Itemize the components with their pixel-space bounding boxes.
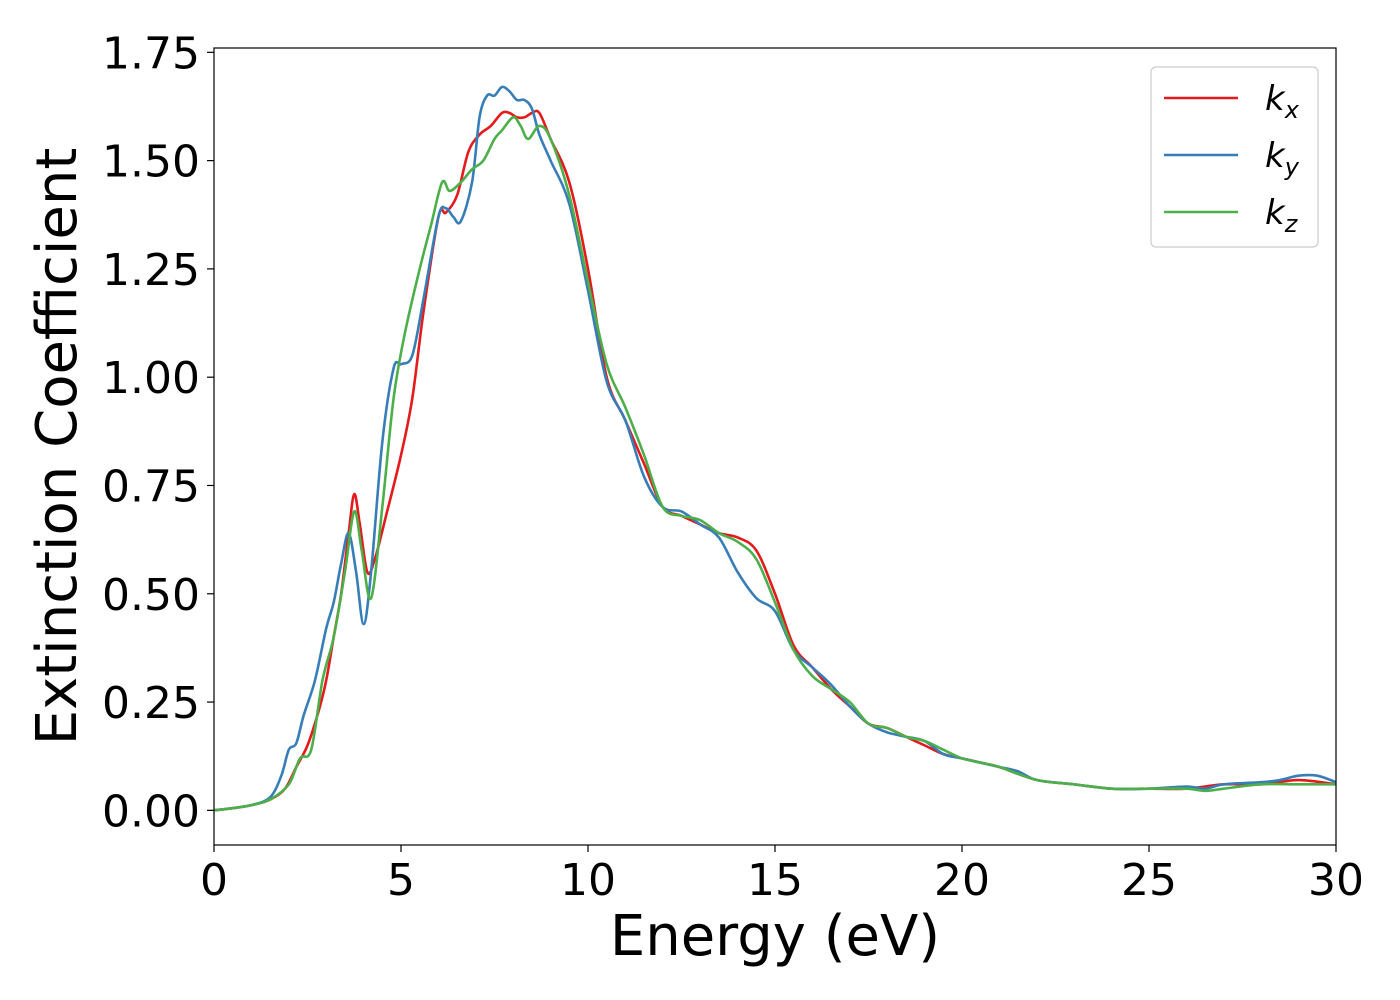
y-axis-ticks: 0.00 0.25 0.50 0.75 1.00 1.25 1.50 1.75 (102, 28, 214, 837)
x-axis-ticks: 0 5 10 15 20 25 30 (200, 845, 1364, 906)
legend-label-kz: kz (1265, 193, 1299, 238)
y-tick-label: 1.50 (102, 137, 200, 188)
y-tick-label: 0.00 (102, 786, 200, 837)
y-axis-label: Extinction Coefficient (25, 148, 90, 746)
legend-box (1150, 66, 1319, 248)
legend-label-ky: ky (1265, 136, 1300, 181)
x-axis-label: Energy (eV) (610, 904, 940, 969)
legend-label-main: k (1265, 79, 1286, 119)
y-tick-label: 0.25 (102, 678, 200, 729)
legend-label-subscript: z (1284, 210, 1299, 238)
x-tick-label: 0 (200, 855, 228, 906)
y-tick-label: 1.25 (102, 245, 200, 296)
x-tick-label: 5 (387, 855, 415, 906)
y-tick-label: 0.75 (102, 461, 200, 512)
x-tick-label: 25 (1121, 855, 1177, 906)
legend-label-subscript: x (1284, 96, 1300, 124)
legend-label-main: k (1265, 136, 1286, 176)
x-tick-label: 30 (1308, 855, 1364, 906)
y-tick-label: 1.75 (102, 28, 200, 79)
x-tick-label: 15 (747, 855, 803, 906)
series-lines (214, 85, 1336, 812)
series-line-kz (214, 115, 1336, 812)
x-tick-label: 20 (934, 855, 990, 906)
y-tick-label: 0.50 (102, 570, 200, 621)
y-tick-label: 1.00 (102, 353, 200, 404)
x-tick-label: 10 (560, 855, 616, 906)
legend-label-main: k (1265, 193, 1286, 233)
legend-label-kx: kx (1265, 79, 1300, 124)
legend-label-subscript: y (1284, 153, 1300, 181)
